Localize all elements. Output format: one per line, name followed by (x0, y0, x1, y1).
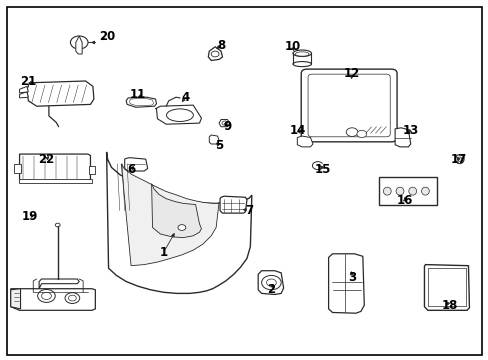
Ellipse shape (383, 187, 390, 195)
Circle shape (65, 293, 80, 303)
Bar (19, 179, 92, 183)
Polygon shape (76, 36, 82, 54)
Polygon shape (424, 265, 468, 310)
Ellipse shape (408, 187, 416, 195)
Polygon shape (121, 164, 219, 266)
Text: 8: 8 (217, 39, 224, 51)
Polygon shape (209, 135, 219, 144)
Bar (427, 268, 465, 306)
Polygon shape (20, 86, 28, 93)
Circle shape (266, 279, 276, 286)
Bar (14, 164, 21, 173)
Polygon shape (155, 105, 201, 124)
Polygon shape (394, 128, 410, 147)
Circle shape (70, 36, 88, 49)
Polygon shape (11, 289, 20, 309)
Polygon shape (258, 271, 283, 294)
Text: 12: 12 (343, 67, 360, 80)
Ellipse shape (292, 50, 311, 57)
Polygon shape (219, 120, 229, 127)
Polygon shape (20, 154, 90, 181)
Circle shape (38, 289, 55, 302)
Text: 4: 4 (182, 91, 189, 104)
Circle shape (222, 121, 227, 125)
Polygon shape (126, 97, 156, 107)
Circle shape (346, 128, 357, 136)
Text: 5: 5 (215, 139, 223, 152)
Circle shape (178, 225, 185, 230)
Text: 11: 11 (129, 88, 146, 101)
FancyBboxPatch shape (301, 69, 396, 142)
Text: 2: 2 (267, 283, 275, 296)
Polygon shape (220, 196, 246, 213)
Bar (89, 166, 95, 174)
Text: 6: 6 (127, 163, 135, 176)
Circle shape (55, 223, 60, 227)
Circle shape (41, 292, 51, 300)
Text: 1: 1 (160, 246, 167, 258)
Text: 16: 16 (396, 194, 412, 207)
Text: 20: 20 (99, 30, 116, 43)
Circle shape (211, 51, 219, 57)
Text: 19: 19 (22, 210, 39, 223)
Ellipse shape (166, 109, 193, 122)
Text: 18: 18 (441, 299, 457, 312)
FancyBboxPatch shape (307, 74, 389, 137)
Text: 7: 7 (245, 204, 253, 217)
Text: 9: 9 (224, 120, 231, 133)
Circle shape (356, 130, 366, 138)
Ellipse shape (421, 187, 428, 195)
Ellipse shape (292, 62, 311, 67)
Polygon shape (124, 158, 147, 171)
Bar (378, 177, 436, 205)
Text: 22: 22 (38, 153, 55, 166)
Polygon shape (11, 289, 95, 310)
Polygon shape (208, 47, 222, 60)
Polygon shape (297, 136, 312, 147)
Polygon shape (106, 152, 251, 293)
Polygon shape (39, 279, 79, 289)
Ellipse shape (395, 187, 403, 195)
Text: 17: 17 (449, 153, 466, 166)
Ellipse shape (295, 52, 308, 56)
Text: 3: 3 (347, 271, 355, 284)
Polygon shape (27, 81, 94, 106)
Circle shape (68, 295, 76, 301)
Ellipse shape (454, 155, 463, 163)
Text: 14: 14 (289, 124, 306, 137)
Text: 21: 21 (20, 75, 37, 87)
Polygon shape (328, 254, 364, 313)
Text: 10: 10 (284, 40, 300, 53)
Text: 13: 13 (402, 124, 418, 137)
Polygon shape (20, 92, 28, 98)
Polygon shape (129, 98, 153, 106)
Text: 15: 15 (314, 163, 330, 176)
Circle shape (261, 275, 281, 290)
Polygon shape (151, 184, 201, 238)
Ellipse shape (457, 157, 461, 161)
